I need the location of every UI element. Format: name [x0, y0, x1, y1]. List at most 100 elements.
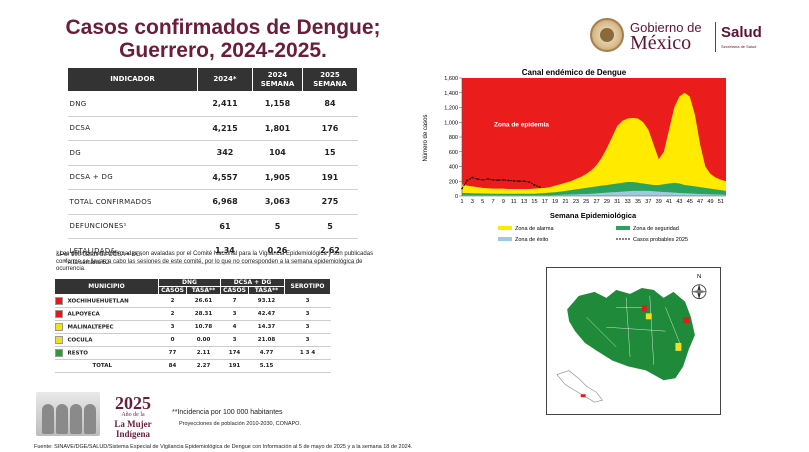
municipio-name: ALPOYECA [67, 311, 100, 318]
casos-probables-point [497, 179, 500, 182]
indicator-value: 3,063 [252, 189, 303, 215]
xochihuehuetlan-region [641, 305, 647, 312]
municipio-sero-cell: 3 [284, 294, 331, 308]
indicator-value: 275 [302, 189, 358, 215]
indicator-value: 342 [197, 140, 253, 166]
indicator-value: 104 [252, 140, 303, 166]
municipio-dt-cell: 28.31 [186, 307, 221, 321]
casos-probables-point [523, 180, 526, 183]
indicator-value: 176 [302, 116, 358, 141]
risk-color-swatch [54, 297, 63, 305]
x-tick-label: 41 [666, 199, 672, 205]
indicator-value: 84 [302, 91, 358, 117]
legend-swatch [498, 226, 512, 230]
x-tick-label: 23 [573, 199, 579, 205]
municipio-name-cell: XOCHIHUEHUETLAN [54, 294, 159, 308]
indicator-value: 61 [197, 214, 253, 239]
th-2024: 2024* [197, 67, 253, 92]
municipio-name: RESTO [67, 350, 88, 357]
y-tick-label: 1,000 [444, 120, 458, 126]
municipio-dc-cell: 2 [158, 294, 187, 308]
th-municipio: MUNICIPIO [54, 278, 159, 295]
municipio-row: ALPOYECA 2 28.31 3 42.47 3 [54, 307, 331, 321]
indicator-value: 4,215 [197, 116, 253, 141]
chart-ylabel: Número de casos [423, 114, 429, 161]
th-serotipo: SEROTIPO [284, 278, 331, 295]
casos-probables-point [512, 179, 515, 182]
note-semana: * A la semana 52 [64, 260, 110, 266]
x-tick-label: 3 [471, 199, 474, 205]
municipio-dt-cell: 10.78 [186, 320, 221, 334]
legend-label: Casos probables 2025 [633, 237, 688, 243]
indicator-label: DEFUNCIONES¹ [67, 214, 198, 239]
municipio-dt-cell: 0.00 [186, 333, 221, 347]
municipio-name-cell: MALINALTEPEC [54, 320, 159, 334]
th-indicador: INDICADOR [67, 67, 198, 92]
indicator-value: 5 [302, 214, 358, 239]
municipio-name: XOCHIHUEHUETLAN [67, 298, 129, 305]
indicator-row: TOTAL CONFIRMADOS 6,968 3,063 275 [67, 189, 358, 215]
th-2024-semana: 2024 SEMANA [252, 67, 303, 92]
proyecciones-note: Proyecciones de población 2010-2030, CON… [179, 421, 301, 427]
municipio-row: COCULA 0 0.00 3 21.08 3 [54, 333, 331, 347]
x-tick-label: 31 [614, 199, 620, 205]
casos-probables-point [528, 181, 531, 183]
indicator-row: LETALIDAD& 1.34 0.26 2.62 [67, 238, 358, 264]
zona-alarma-area [462, 92, 726, 196]
risk-color-swatch [54, 310, 63, 318]
guerrero-map: N [546, 267, 721, 415]
municipio-name: COCULA [67, 337, 93, 344]
municipio-dt-cell: 26.61 [186, 294, 221, 308]
x-tick-label: 19 [552, 199, 558, 205]
x-tick-label: 11 [511, 199, 517, 205]
y-tick-label: 600 [449, 150, 458, 156]
municipal-borders [586, 295, 682, 365]
malinaltepec-region [675, 342, 682, 351]
indicator-row: DNG 2,411 1,158 84 [67, 91, 358, 117]
indicator-value: 15 [302, 140, 358, 166]
zona-epidemia-label: Zona de epidemia [494, 121, 549, 128]
gobierno-salud-logo: Gobierno de México Salud Secretaría de S… [590, 18, 780, 58]
legend-swatch [498, 237, 512, 241]
chart-xlabel: Semana Epidemiológica [550, 211, 637, 220]
page-title: Casos confirmados de Dengue; Guerrero, 2… [65, 16, 381, 62]
municipio-sc-cell: 3 [220, 307, 249, 321]
indicator-value: 2,411 [197, 91, 253, 117]
municipio-sc-cell: 174 [220, 346, 249, 360]
guerrero-state-shape [566, 287, 696, 381]
indicator-value: 191 [302, 165, 358, 190]
endemic-channel-chart: Canal endémico de Dengue Número de casos… [423, 68, 726, 243]
x-tick-label: 39 [656, 199, 662, 205]
indicator-label: DCSA [67, 116, 198, 141]
x-tick-label: 27 [594, 199, 600, 205]
x-tick-label: 7 [492, 199, 495, 205]
y-tick-label: 0 [455, 194, 458, 200]
municipio-st-cell: 93.12 [248, 294, 285, 308]
casos-probables-point [476, 178, 479, 180]
indicator-value: 1,801 [252, 116, 303, 141]
zona-exito-area [462, 190, 726, 196]
municipio-st-cell: 4.77 [248, 346, 285, 360]
defunciones-footnote-block: ¹ Las defunciones confirmadas son avalad… [56, 251, 374, 272]
casos-probables-point [533, 184, 536, 186]
x-tick-label: 47 [697, 199, 703, 205]
municipio-st-cell: 14.37 [248, 320, 285, 334]
municipio-st-cell: 5.15 [248, 359, 285, 373]
municipios-table: MUNICIPIO DNG DCSA + DG SEROTIPO CASOS T… [54, 278, 331, 373]
indicator-value: 4,557 [197, 165, 253, 190]
indicator-value: 1,905 [252, 165, 303, 190]
indicator-value: 1,158 [252, 91, 303, 117]
y-tick-label: 1,200 [444, 106, 458, 112]
alpoyeca-region [683, 317, 690, 324]
risk-color-swatch [54, 323, 63, 331]
municipio-sc-cell: 191 [220, 359, 249, 373]
th-dcsa-tasa: TASA** [248, 286, 285, 295]
x-tick-label: 17 [542, 199, 548, 205]
municipio-sc-cell: 7 [220, 294, 249, 308]
y-tick-label: 1,400 [444, 91, 458, 97]
municipio-dc-cell: 2 [158, 307, 187, 321]
municipio-name-cell: COCULA [54, 333, 159, 347]
municipio-dt-cell: 2.27 [186, 359, 221, 373]
municipio-name-cell: RESTO [54, 346, 159, 360]
x-tick-label: 21 [562, 199, 568, 205]
